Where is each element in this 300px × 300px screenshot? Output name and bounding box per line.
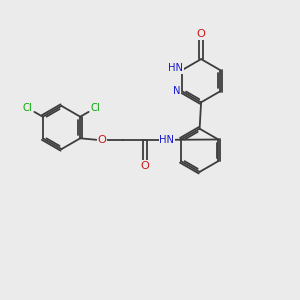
Text: N: N (173, 86, 181, 97)
Text: HN: HN (159, 135, 174, 145)
Text: O: O (141, 161, 149, 171)
Text: HN: HN (168, 63, 183, 74)
Text: O: O (98, 135, 106, 145)
Text: O: O (197, 29, 206, 39)
Text: Cl: Cl (23, 103, 33, 113)
Text: Cl: Cl (90, 103, 100, 113)
